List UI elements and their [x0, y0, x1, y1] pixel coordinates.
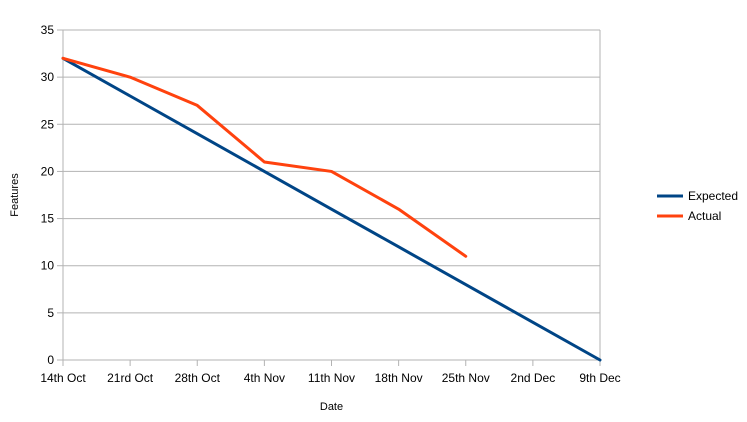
legend-label-expected: Expected: [688, 189, 738, 203]
y-axis-tick-labels: 0 5 10 15 20 25 30 35: [41, 23, 55, 367]
gridlines: [63, 29, 601, 360]
series-lines: [61, 56, 602, 362]
x-tick-label: 9th Dec: [579, 371, 620, 385]
x-tick-label: 25th Nov: [442, 371, 490, 385]
axes: [57, 29, 601, 366]
series-line-actual: [61, 56, 468, 258]
y-tick-label: 15: [41, 212, 55, 226]
y-tick-label: 0: [47, 353, 54, 367]
x-tick-label: 21rd Oct: [107, 371, 154, 385]
x-tick-label: 28th Oct: [175, 371, 221, 385]
series-line-expected: [61, 56, 602, 362]
x-tick-label: 4th Nov: [244, 371, 285, 385]
y-tick-label: 25: [41, 117, 55, 131]
y-tick-label: 35: [41, 23, 55, 37]
y-tick-label: 5: [47, 306, 54, 320]
y-tick-label: 30: [41, 70, 55, 84]
y-tick-label: 20: [41, 164, 55, 178]
legend-label-actual: Actual: [688, 209, 721, 223]
x-tick-label: 11th Nov: [308, 371, 355, 385]
y-axis-title: Features: [9, 173, 21, 217]
y-tick-label: 10: [41, 259, 55, 273]
legend: Expected Actual: [657, 189, 738, 223]
x-axis-title: Date: [320, 401, 343, 413]
x-tick-label: 18th Nov: [375, 371, 423, 385]
x-axis-tick-labels: 14th Oct 21rd Oct 28th Oct 4th Nov 11th Nov 1…: [40, 371, 620, 385]
x-tick-label: 2nd Dec: [511, 371, 556, 385]
x-tick-label: 14th Oct: [40, 371, 86, 385]
